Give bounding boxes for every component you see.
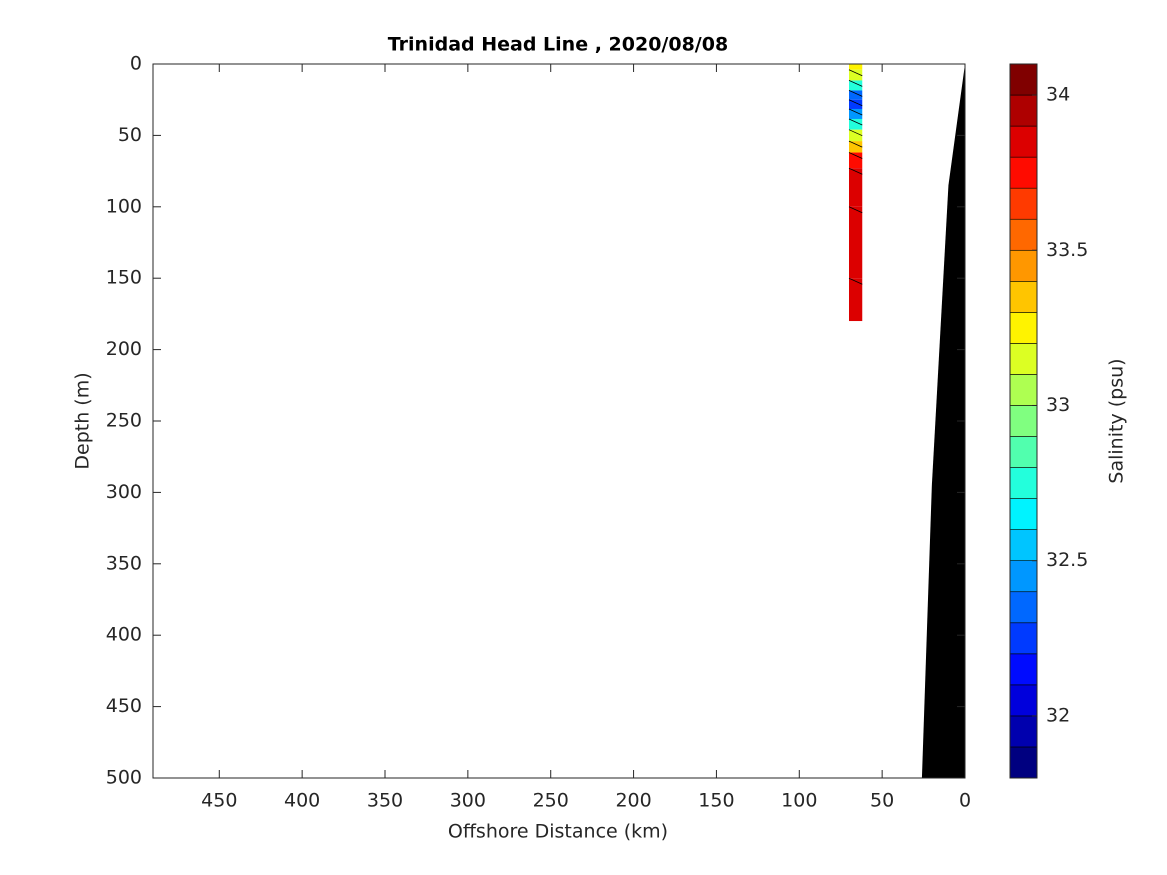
colorbar-band [1009,343,1038,375]
colorbar-band [1009,467,1038,499]
salinity-band [849,99,863,109]
y-tick-label: 250 [106,410,142,432]
x-tick-label: 100 [781,790,817,812]
colorbar-band [1009,374,1038,406]
y-tick-label: 150 [106,267,142,289]
colorbar-band [1009,249,1038,282]
colorbar-band [1009,529,1038,561]
colorbar-frame [1009,63,1038,779]
colorbar-band [1009,746,1038,779]
x-axis-label: Offshore Distance (km) [448,821,668,843]
colorbar-band [1009,560,1038,593]
contour-line [848,167,863,175]
salinity-band [849,278,863,322]
contour-line [848,129,863,137]
y-tick-label: 350 [106,552,142,574]
salinity-band [849,206,863,279]
salinity-band [849,69,863,81]
contour-line [848,99,863,107]
colorbar-band [1009,187,1038,220]
bathymetry [921,64,965,778]
chart-title: Trinidad Head Line , 2020/08/08 [388,34,728,56]
colorbar-band [1009,94,1038,127]
contour-line [848,69,863,77]
colorbar-tick-label: 32 [1046,704,1070,726]
colorbar-band [1009,498,1038,530]
salinity-band [849,168,863,207]
x-tick-label: 250 [533,790,569,812]
y-tick-label: 400 [106,624,142,646]
colorbar-tick-label: 33 [1046,394,1070,416]
salinity-band [849,118,863,130]
colorbar-tick-label: 33.5 [1046,239,1088,261]
colorbar-band [1009,684,1038,717]
salinity-band [849,64,863,70]
colorbar-band [1009,125,1038,158]
colorbar-band [1009,218,1038,251]
y-tick-label: 100 [106,195,142,217]
colorbar-band [1009,591,1038,624]
contour-line [848,206,863,214]
contour-line [848,80,863,87]
x-tick-label: 50 [870,790,894,812]
salinity-band [849,90,863,100]
salinity-band [849,80,863,91]
colorbar-band [1009,405,1038,437]
contour-line [848,90,863,97]
salinity-band [849,141,863,153]
x-tick-label: 300 [450,790,486,812]
y-tick-label: 300 [106,481,142,503]
salinity-band [849,152,863,169]
contour-line [848,277,863,285]
x-tick-label: 400 [284,790,320,812]
colorbar-band [1009,156,1038,189]
colorbar-label: Salinity (psu) [1106,358,1128,483]
colorbar-tick-label: 32.5 [1046,549,1088,571]
contour-line [848,118,863,126]
colorbar-band [1009,622,1038,655]
x-tick-label: 350 [367,790,403,812]
y-tick-label: 0 [130,53,142,75]
contour-line [848,140,863,148]
colorbar-band [1009,281,1038,313]
colorbar-band [1009,63,1038,96]
colorbar-band [1009,436,1038,468]
colorbar-band [1009,715,1038,748]
contour-line [848,108,863,116]
y-tick-label: 450 [106,695,142,717]
x-tick-label: 0 [959,790,971,812]
x-tick-label: 450 [201,790,237,812]
y-tick-label: 500 [106,767,142,789]
x-tick-label: 200 [615,790,651,812]
salinity-band [849,129,863,142]
y-tick-label: 200 [106,338,142,360]
y-axis-label: Depth (m) [72,372,94,469]
colorbar-band [1009,312,1038,344]
x-tick-label: 150 [698,790,734,812]
contour-line [848,152,863,159]
colorbar-band [1009,653,1038,686]
colorbar-tick-label: 34 [1046,84,1070,106]
salinity-band [849,108,863,119]
y-tick-label: 50 [118,124,142,146]
